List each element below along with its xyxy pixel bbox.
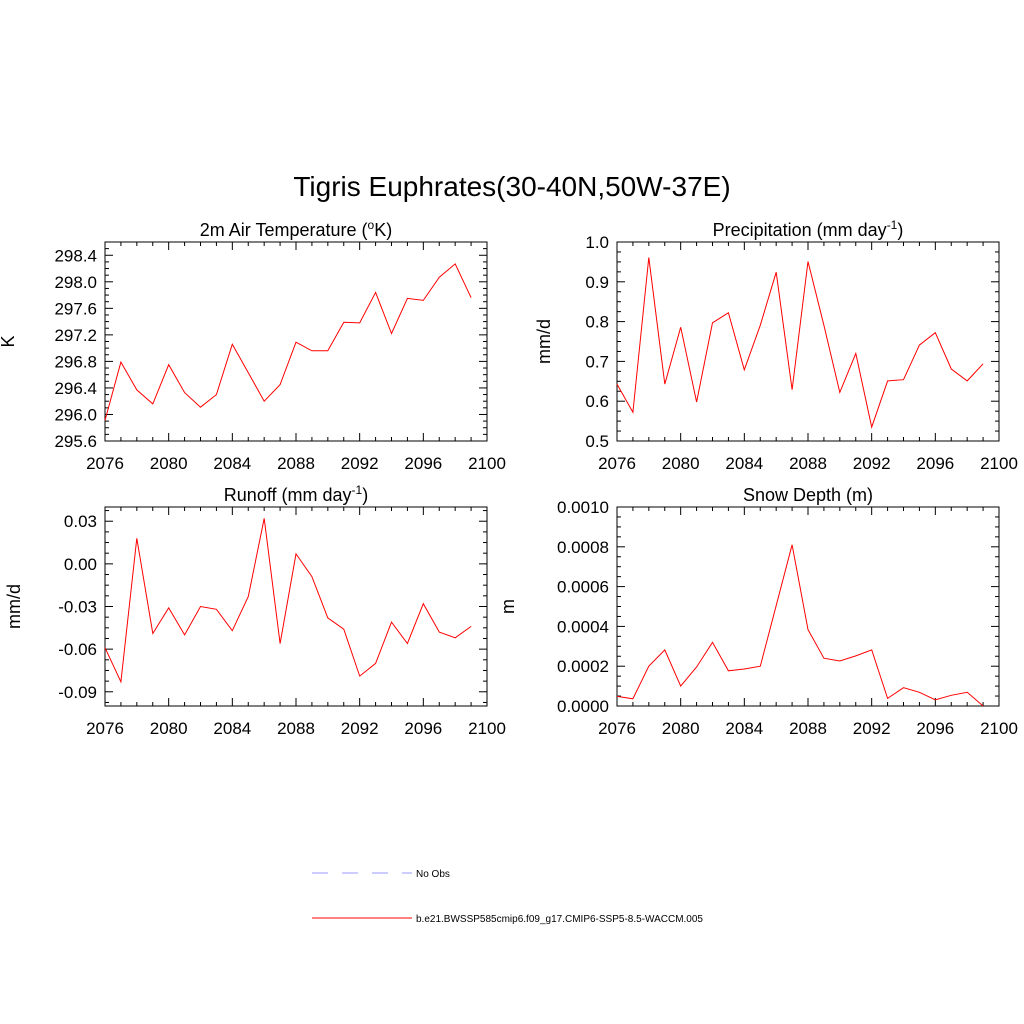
x-tick-label: 2084 <box>725 719 763 738</box>
x-tick-label: 2076 <box>598 454 636 473</box>
x-tick-label: 2080 <box>662 719 700 738</box>
panel-title: 2m Air Temperature (oK) <box>200 218 392 240</box>
y-tick-label: 296.4 <box>54 379 97 398</box>
y-axis-label: m <box>498 599 518 614</box>
x-tick-label: 2100 <box>468 719 506 738</box>
y-tick-label: 0.9 <box>585 273 609 292</box>
y-tick-label: -0.09 <box>58 683 97 702</box>
y-tick-label: 0.0010 <box>557 498 609 517</box>
x-tick-label: 2092 <box>853 719 891 738</box>
x-tick-label: 2080 <box>150 454 188 473</box>
x-tick-label: 2096 <box>916 454 954 473</box>
series-line <box>104 518 472 684</box>
y-tick-label: 0.7 <box>585 352 609 371</box>
x-tick-label: 2088 <box>277 454 315 473</box>
plot-frame <box>104 506 488 707</box>
series-line <box>616 544 984 707</box>
legend-label-1: No Obs <box>416 869 450 880</box>
plot-frame <box>104 241 488 442</box>
x-tick-label: 2076 <box>86 454 124 473</box>
x-tick-label: 2092 <box>341 719 379 738</box>
x-tick-label: 2088 <box>277 719 315 738</box>
x-tick-label: 2084 <box>213 719 251 738</box>
plot-frame <box>616 241 1000 442</box>
x-tick-label: 2100 <box>468 454 506 473</box>
chart-panel-3: 2076 2080 2084 2088 2092 2096 2100 -0.09 -0.06 -0… <box>4 483 506 738</box>
legend: No Obs b.e21.BWSSP585cmip6.f09_g17.CMIP6-… <box>312 869 703 925</box>
y-tick-label: 298.0 <box>54 273 97 292</box>
figure-title: Tigris Euphrates(30-40N,50W-37E) <box>293 171 730 202</box>
y-tick-label: 0.0006 <box>557 578 609 597</box>
y-tick-label: 297.6 <box>54 299 97 318</box>
y-tick-label: 0.03 <box>64 512 97 531</box>
x-tick-label: 2080 <box>150 719 188 738</box>
y-tick-label: 0.0008 <box>557 538 609 557</box>
y-tick-label: 0.5 <box>585 432 609 451</box>
x-tick-label: 2100 <box>980 454 1018 473</box>
y-tick-label: 0.00 <box>64 555 97 574</box>
y-tick-label: 0.0000 <box>557 697 609 716</box>
x-tick-label: 2096 <box>404 454 442 473</box>
y-tick-label: 0.6 <box>585 392 609 411</box>
panel-title: Runoff (mm day-1) <box>224 483 368 505</box>
y-axis-label: K <box>0 335 18 347</box>
y-tick-label: 298.4 <box>54 246 97 265</box>
chart-panel-4: 2076 2080 2084 2088 2092 2096 2100 0.0000 0.0002… <box>498 485 1018 738</box>
x-tick-label: 2096 <box>404 719 442 738</box>
x-tick-label: 2088 <box>789 719 827 738</box>
y-tick-label: 297.2 <box>54 326 97 345</box>
panel-title: Snow Depth (m) <box>743 485 873 505</box>
y-axis-label: mm/d <box>534 319 554 364</box>
y-tick-label: 296.0 <box>54 405 97 424</box>
y-tick-label: 295.6 <box>54 432 97 451</box>
series-line <box>104 263 472 421</box>
x-tick-label: 2084 <box>213 454 251 473</box>
x-tick-label: 2076 <box>86 719 124 738</box>
y-tick-label: 0.0004 <box>557 617 609 636</box>
y-tick-label: 0.8 <box>585 313 609 332</box>
y-tick-label: 296.8 <box>54 352 97 371</box>
y-axis-label: mm/d <box>4 584 24 629</box>
x-tick-label: 2076 <box>598 719 636 738</box>
y-tick-label: 0.0002 <box>557 657 609 676</box>
x-tick-label: 2084 <box>725 454 763 473</box>
chart-panel-2: 2076 2080 2084 2088 2092 2096 2100 0.5 0.6 0.7 0.8… <box>534 218 1018 473</box>
legend-label-2: b.e21.BWSSP585cmip6.f09_g17.CMIP6-SSP5-8… <box>416 914 703 925</box>
x-tick-label: 2092 <box>341 454 379 473</box>
x-tick-label: 2092 <box>853 454 891 473</box>
chart-panel-1: 2076 2080 2084 2088 2092 2096 2100 295.6 296.0 29… <box>0 218 506 473</box>
series-line <box>616 257 984 429</box>
x-tick-label: 2080 <box>662 454 700 473</box>
x-tick-label: 2088 <box>789 454 827 473</box>
y-tick-label: -0.03 <box>58 598 97 617</box>
plot-frame <box>616 506 1000 707</box>
x-tick-label: 2096 <box>916 719 954 738</box>
y-tick-label: 1.0 <box>585 233 609 252</box>
y-tick-label: -0.06 <box>58 640 97 659</box>
panel-title: Precipitation (mm day-1) <box>713 218 904 240</box>
x-tick-label: 2100 <box>980 719 1018 738</box>
